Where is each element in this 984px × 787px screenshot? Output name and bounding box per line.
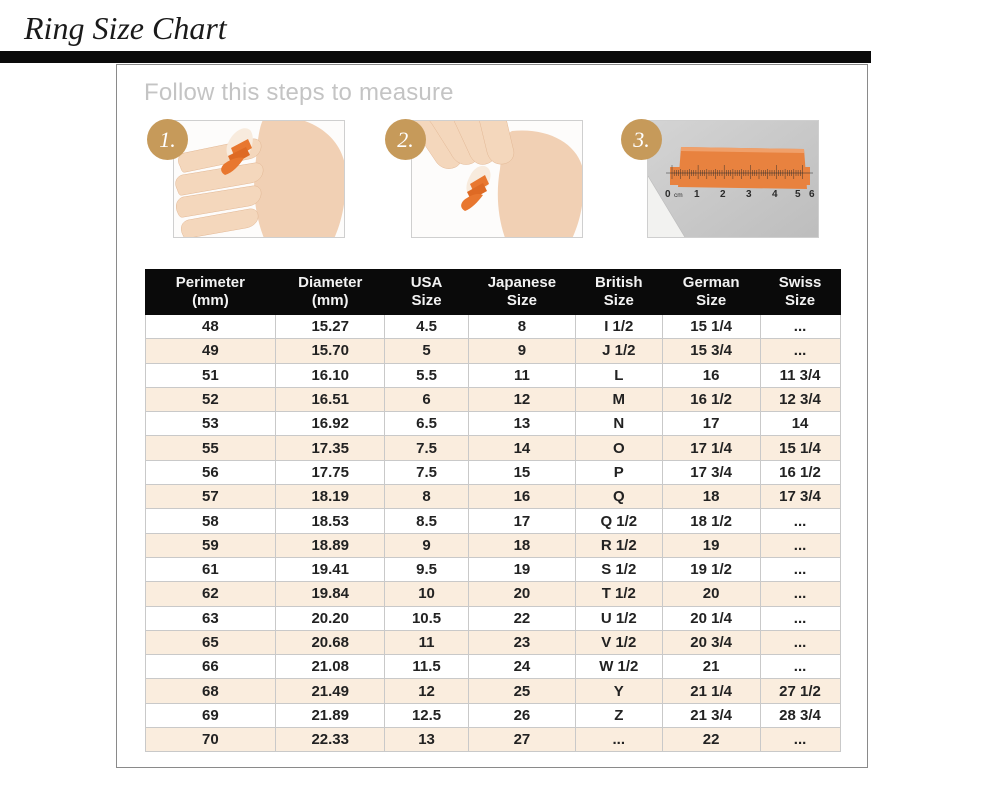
svg-text:cm: cm [674, 192, 683, 199]
svg-text:5: 5 [795, 189, 801, 200]
svg-text:3: 3 [746, 189, 752, 200]
svg-text:2: 2 [720, 189, 726, 200]
svg-text:4: 4 [772, 189, 778, 200]
svg-text:6: 6 [809, 189, 815, 200]
svg-text:0: 0 [665, 189, 671, 200]
svg-text:1: 1 [694, 189, 700, 200]
